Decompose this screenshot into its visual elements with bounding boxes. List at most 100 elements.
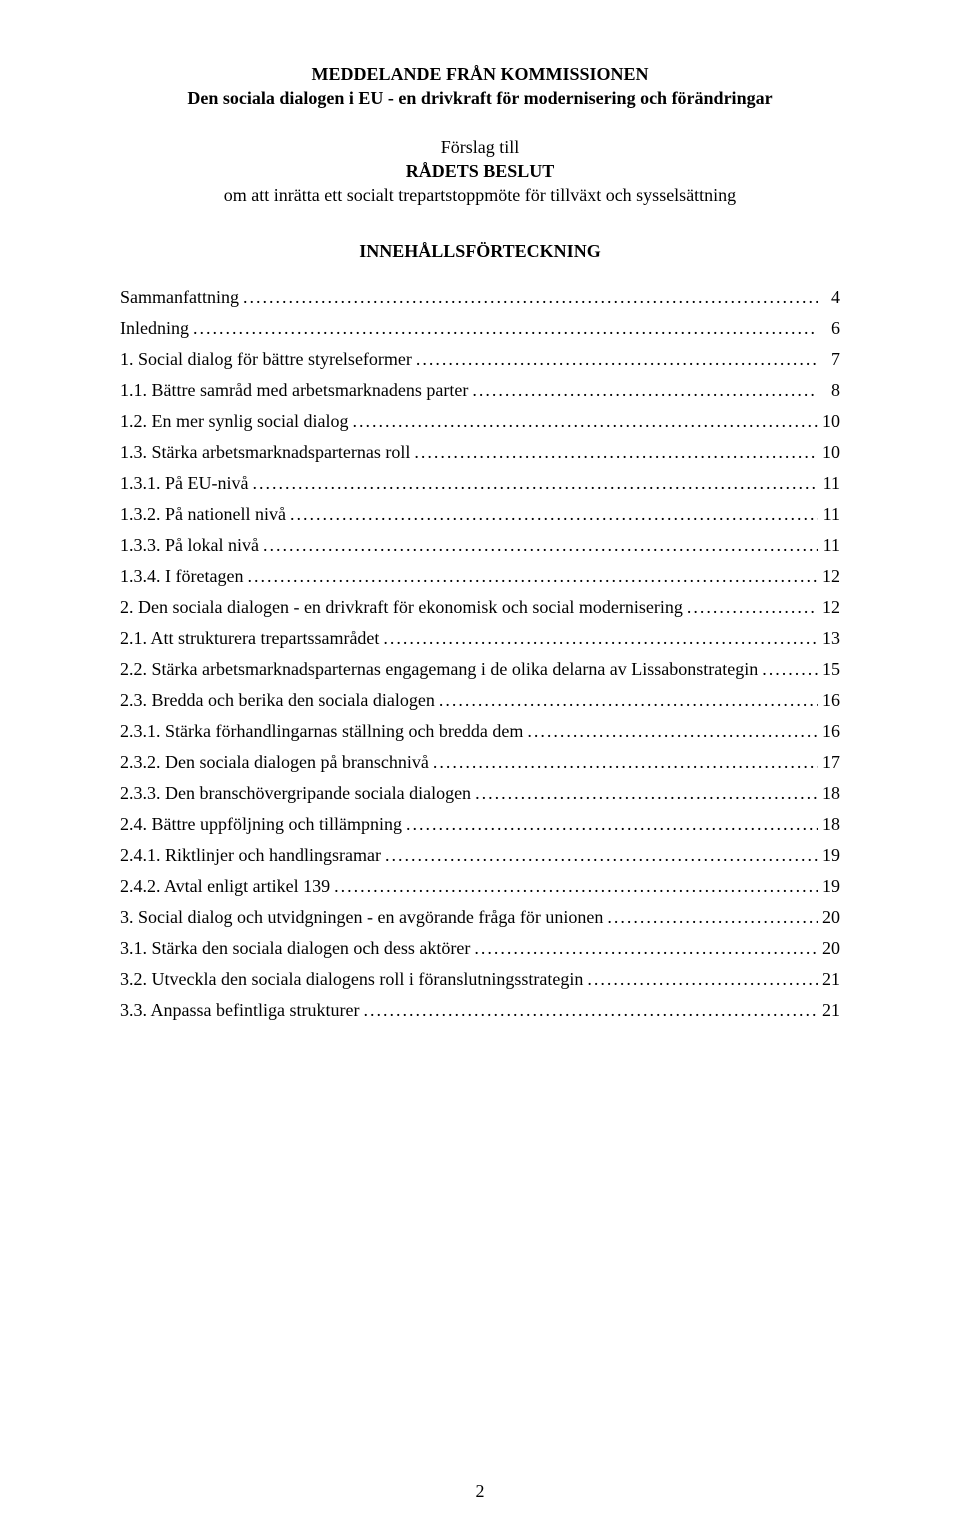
- toc-label: 3. Social dialog och utvidgningen - en a…: [120, 908, 603, 926]
- toc-leader: [603, 908, 818, 926]
- toc-page: 12: [818, 567, 840, 585]
- toc-entry: 1.1. Bättre samråd med arbetsmarknadens …: [120, 381, 840, 399]
- toc-heading: INNEHÅLLSFÖRTECKNING: [120, 241, 840, 262]
- toc-entry: 3.2. Utveckla den sociala dialogens roll…: [120, 970, 840, 988]
- doc-subtitle: Den sociala dialogen i EU - en drivkraft…: [120, 86, 840, 110]
- toc-leader: [429, 753, 818, 771]
- toc-entry: 2. Den sociala dialogen - en drivkraft f…: [120, 598, 840, 616]
- toc-entry: 2.3.3. Den branschövergripande sociala d…: [120, 784, 840, 802]
- proposal-block: Förslag till RÅDETS BESLUT om att inrätt…: [120, 135, 840, 208]
- toc-leader: [583, 970, 818, 988]
- toc-leader: [523, 722, 818, 740]
- toc-page: 13: [818, 629, 840, 647]
- toc-label: 3.2. Utveckla den sociala dialogens roll…: [120, 970, 583, 988]
- toc-entry: 3.1. Stärka den sociala dialogen och des…: [120, 939, 840, 957]
- toc-entry: 3.3. Anpassa befintliga strukturer 21: [120, 1001, 840, 1019]
- title-block: MEDDELANDE FRÅN KOMMISSIONEN Den sociala…: [120, 62, 840, 111]
- toc-page: 18: [818, 815, 840, 833]
- toc-page: 18: [818, 784, 840, 802]
- toc-leader: [381, 846, 818, 864]
- toc-page: 11: [818, 536, 840, 554]
- toc-leader: [410, 443, 818, 461]
- toc-leader: [379, 629, 818, 647]
- toc-entry: 2.3. Bredda och berika den sociala dialo…: [120, 691, 840, 709]
- toc-label: 2. Den sociala dialogen - en drivkraft f…: [120, 598, 683, 616]
- toc-leader: [348, 412, 818, 430]
- toc-label: 2.1. Att strukturera trepartssamrådet: [120, 629, 379, 647]
- toc-entry: 2.4.2. Avtal enligt artikel 139 19: [120, 877, 840, 895]
- toc-page: 10: [818, 412, 840, 430]
- toc-label: 1.1. Bättre samråd med arbetsmarknadens …: [120, 381, 468, 399]
- toc-entry: 2.4. Bättre uppföljning och tillämpning1…: [120, 815, 840, 833]
- toc-page: 11: [818, 505, 840, 523]
- toc-leader: [189, 319, 818, 337]
- toc-leader: [471, 784, 818, 802]
- toc-label: 1. Social dialog för bättre styrelseform…: [120, 350, 412, 368]
- toc-label: 2.2. Stärka arbetsmarknadsparternas enga…: [120, 660, 758, 678]
- toc-entry: 2.3.1. Stärka förhandlingarnas ställning…: [120, 722, 840, 740]
- toc-label: 1.2. En mer synlig social dialog: [120, 412, 348, 430]
- toc-page: 15: [818, 660, 840, 678]
- toc-page: 19: [818, 877, 840, 895]
- toc-label: Inledning: [120, 319, 189, 337]
- toc-leader: [330, 877, 818, 895]
- toc-entry: 1.3.3. På lokal nivå 11: [120, 536, 840, 554]
- toc-page: 12: [818, 598, 840, 616]
- page-number: 2: [0, 1481, 960, 1502]
- toc-label: 1.3.1. På EU-nivå: [120, 474, 248, 492]
- doc-title: MEDDELANDE FRÅN KOMMISSIONEN: [120, 62, 840, 86]
- toc-leader: [758, 660, 818, 678]
- toc-entry: 1.3.1. På EU-nivå 11: [120, 474, 840, 492]
- toc-page: 6: [818, 319, 840, 337]
- toc-page: 20: [818, 908, 840, 926]
- toc-page: 11: [818, 474, 840, 492]
- toc-label: 3.1. Stärka den sociala dialogen och des…: [120, 939, 470, 957]
- toc-label: 2.3. Bredda och berika den sociala dialo…: [120, 691, 435, 709]
- toc-label: 2.3.2. Den sociala dialogen på branschni…: [120, 753, 429, 771]
- toc-entry: 1. Social dialog för bättre styrelseform…: [120, 350, 840, 368]
- toc-page: 21: [818, 1001, 840, 1019]
- toc-entry: 3. Social dialog och utvidgningen - en a…: [120, 908, 840, 926]
- toc-entry: 2.1. Att strukturera trepartssamrådet 13: [120, 629, 840, 647]
- toc-page: 20: [818, 939, 840, 957]
- toc-label: 1.3.3. På lokal nivå: [120, 536, 259, 554]
- toc-entry: 2.4.1. Riktlinjer och handlingsramar19: [120, 846, 840, 864]
- toc-leader: [470, 939, 818, 957]
- toc-page: 7: [818, 350, 840, 368]
- toc-page: 4: [818, 288, 840, 306]
- toc-page: 19: [818, 846, 840, 864]
- toc-label: 2.3.3. Den branschövergripande sociala d…: [120, 784, 471, 802]
- toc-leader: [468, 381, 818, 399]
- toc-leader: [435, 691, 818, 709]
- toc-leader: [683, 598, 818, 616]
- proposal-line-3: om att inrätta ett socialt trepartstoppm…: [120, 183, 840, 207]
- toc-label: 1.3. Stärka arbetsmarknadsparternas roll: [120, 443, 410, 461]
- toc-leader: [248, 474, 818, 492]
- toc-label: Sammanfattning: [120, 288, 239, 306]
- toc-entry: Inledning 6: [120, 319, 840, 337]
- toc-entry: 2.2. Stärka arbetsmarknadsparternas enga…: [120, 660, 840, 678]
- toc-entry: 1.3. Stärka arbetsmarknadsparternas roll…: [120, 443, 840, 461]
- toc-entry: 2.3.2. Den sociala dialogen på branschni…: [120, 753, 840, 771]
- toc-page: 21: [818, 970, 840, 988]
- toc-label: 2.4.2. Avtal enligt artikel 139: [120, 877, 330, 895]
- toc-label: 1.3.2. På nationell nivå: [120, 505, 286, 523]
- toc-entry: 1.2. En mer synlig social dialog 10: [120, 412, 840, 430]
- toc-list: Sammanfattning 4 Inledning 6 1. Social dia…: [120, 288, 840, 1019]
- toc-label: 1.3.4. I företagen: [120, 567, 243, 585]
- toc-entry: Sammanfattning 4: [120, 288, 840, 306]
- toc-page: 16: [818, 691, 840, 709]
- toc-leader: [412, 350, 818, 368]
- toc-page: 17: [818, 753, 840, 771]
- toc-label: 3.3. Anpassa befintliga strukturer: [120, 1001, 359, 1019]
- toc-page: 10: [818, 443, 840, 461]
- toc-page: 8: [818, 381, 840, 399]
- toc-label: 2.3.1. Stärka förhandlingarnas ställning…: [120, 722, 523, 740]
- toc-leader: [286, 505, 818, 523]
- proposal-line-1: Förslag till: [120, 135, 840, 159]
- toc-leader: [259, 536, 818, 554]
- toc-page: 16: [818, 722, 840, 740]
- toc-leader: [243, 567, 818, 585]
- toc-entry: 1.3.4. I företagen 12: [120, 567, 840, 585]
- toc-entry: 1.3.2. På nationell nivå 11: [120, 505, 840, 523]
